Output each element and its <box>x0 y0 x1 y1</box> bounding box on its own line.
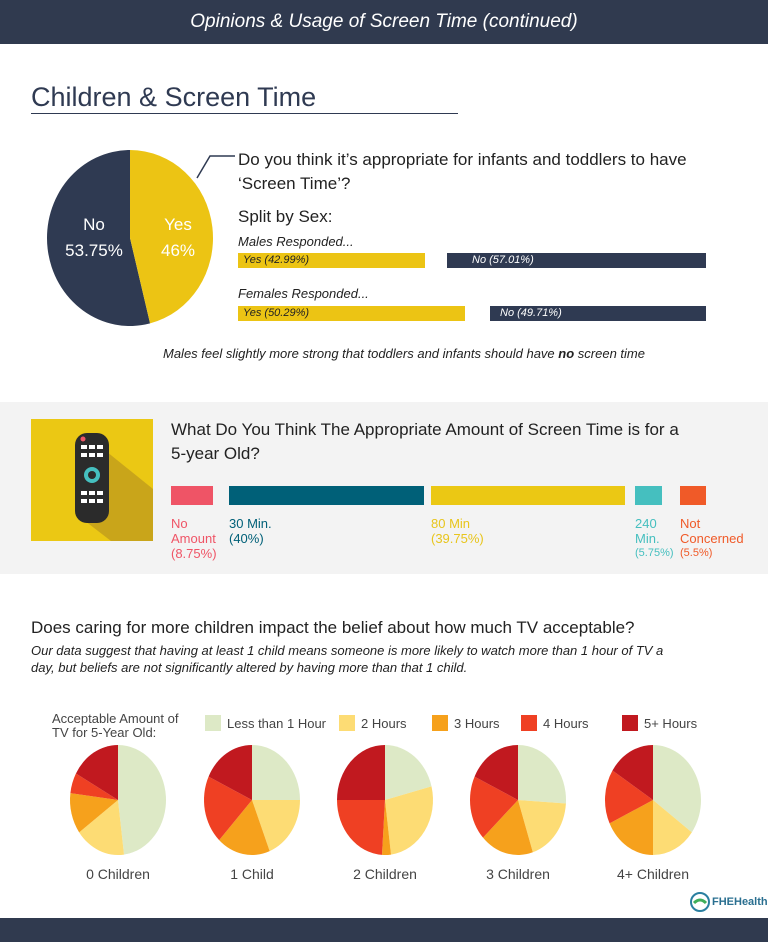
children-question: Does caring for more children impact the… <box>31 618 635 637</box>
screen-time-bar-4 <box>680 486 706 505</box>
pie-slice-3-2 <box>483 800 533 855</box>
pie-slice-1-4 <box>208 745 252 800</box>
pie-slice-0-2 <box>70 793 118 833</box>
split-label: Split by Sex: <box>238 207 333 226</box>
pie-slice-3-0 <box>518 745 566 804</box>
legend-swatch <box>339 715 355 731</box>
screen-time-bar-2 <box>431 486 625 505</box>
pie-value-no: 53.75% <box>65 241 123 260</box>
screen-time-bar-0 <box>171 486 213 505</box>
footer-bar <box>0 918 768 942</box>
pie-slice-0-0 <box>118 745 167 855</box>
children-pie-charts <box>70 745 701 855</box>
screen-time-label-2: 80 Min (39.75%) <box>431 516 484 546</box>
logo-icon <box>690 892 710 912</box>
legend-item-1: 2 Hours <box>339 715 407 731</box>
pie-slice-2-1 <box>385 786 434 855</box>
legend-item-3: 4 Hours <box>521 715 589 731</box>
pie-label-no: No <box>83 215 105 234</box>
males-yes-bar: Yes (42.99%) <box>238 253 425 268</box>
section-title: Children & Screen Time <box>31 82 317 112</box>
pie-slice-2-4 <box>337 745 385 800</box>
pie-slice-3-3 <box>470 776 518 838</box>
screen-time-label-4: Not Concerned (5.5%) <box>680 516 744 559</box>
pie-slice-1-3 <box>204 776 252 841</box>
pie-slice-4-0 <box>653 745 701 833</box>
children-description: Our data suggest that having at least 1 … <box>31 643 664 675</box>
pie-label-3: 3 Children <box>486 866 550 882</box>
pie-slice-4-2 <box>609 800 653 855</box>
pie-slice-2-0 <box>385 745 432 800</box>
legend-item-4: 5+ Hours <box>622 715 697 731</box>
pie-slice-no <box>46 150 151 326</box>
screen-time-label-0: No Amount (8.75%) <box>171 516 217 561</box>
legend-item-0: Less than 1 Hour <box>205 715 326 731</box>
header-banner: Opinions & Usage of Screen Time (continu… <box>0 0 768 44</box>
females-no-bar: No (49.71%) <box>490 306 706 321</box>
pie-slice-2-3 <box>337 800 385 855</box>
pie-slice-4-4 <box>612 745 653 800</box>
fhe-logo: FHEHealth <box>690 892 768 912</box>
females-yes-bar: Yes (50.29%) <box>238 306 465 321</box>
infant-pie-chart <box>46 150 235 326</box>
females-label: Females Responded... <box>238 286 369 301</box>
infant-note: Males feel slightly more strong that tod… <box>163 346 645 361</box>
callout-line <box>196 155 235 179</box>
screen-time-bar-3 <box>635 486 662 505</box>
pie-slice-3-1 <box>518 800 566 853</box>
pie-slice-1-1 <box>252 800 300 852</box>
pie-label-yes: Yes <box>164 215 192 234</box>
pie-slice-0-1 <box>79 800 125 855</box>
screen-time-label-3: 240 Min. (5.75%) <box>635 516 674 559</box>
screen-time-bar-1 <box>229 486 424 505</box>
five-year-question: What Do You Think The Appropriate Amount… <box>171 420 679 463</box>
pie-slice-4-3 <box>605 770 653 824</box>
pie-value-yes: 46% <box>160 241 196 260</box>
pie-slice-2-2 <box>381 800 392 855</box>
pie-slice-yes <box>130 150 213 324</box>
males-label: Males Responded... <box>238 234 354 249</box>
pie-slice-3-4 <box>474 745 518 800</box>
pie-label-0: 0 Children <box>86 866 150 882</box>
remote-control-icon <box>31 419 153 541</box>
pie-slice-0-4 <box>75 745 118 800</box>
legend-title: Acceptable Amount of TV for 5-Year Old: <box>52 711 179 740</box>
pie-slice-1-2 <box>219 800 270 855</box>
pie-label-2: 2 Children <box>353 866 417 882</box>
pie-label-1: 1 Child <box>230 866 274 882</box>
pie-label-4: 4+ Children <box>617 866 689 882</box>
legend-swatch <box>205 715 221 731</box>
infant-question: Do you think it’s appropriate for infant… <box>238 150 687 193</box>
pie-slice-0-3 <box>70 773 118 800</box>
pie-slice-4-1 <box>653 800 692 855</box>
title-divider <box>31 113 458 114</box>
screen-time-label-1: 30 Min. (40%) <box>229 516 272 546</box>
legend-item-2: 3 Hours <box>432 715 500 731</box>
legend-swatch <box>622 715 638 731</box>
pie-slice-1-0 <box>252 745 300 800</box>
legend-swatch <box>432 715 448 731</box>
legend-swatch <box>521 715 537 731</box>
males-no-bar: No (57.01%) <box>447 253 706 268</box>
